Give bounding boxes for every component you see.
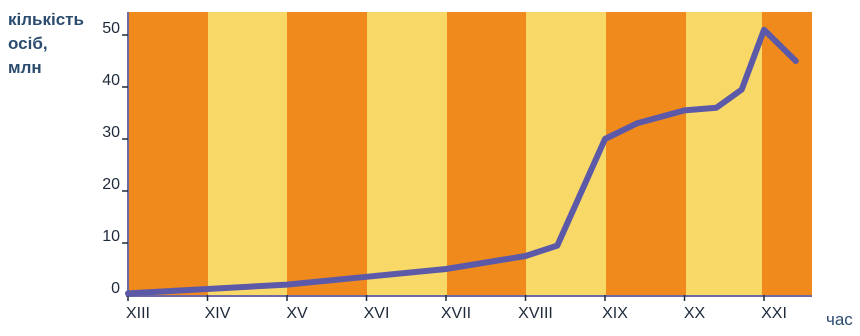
background-stripes <box>128 12 812 295</box>
stripe-4 <box>447 12 526 295</box>
y-tick-label-10: 10 <box>102 228 120 245</box>
x-tick-label-XX: XX <box>684 305 706 322</box>
axes <box>126 12 812 297</box>
x-axis-title: час <box>826 310 853 329</box>
stripe-8 <box>762 12 812 295</box>
x-ticks: XIII XIV XV XVI XVII XVIII XIX XX XXI <box>126 295 787 322</box>
y-tick-label-0: 0 <box>111 280 120 297</box>
x-tick-label-XV: XV <box>286 305 308 322</box>
stripe-0 <box>128 12 208 295</box>
x-tick-label-XIII: XIII <box>126 305 150 322</box>
y-tick-label-40: 40 <box>102 72 120 89</box>
x-tick-label-XVII: XVII <box>441 305 471 322</box>
series <box>125 26 799 297</box>
y-axis-title: кількість осіб, млн <box>8 10 84 77</box>
y-ticks: 0 10 20 30 40 50 <box>102 20 128 297</box>
stripe-7 <box>686 12 762 295</box>
y-tick-label-30: 30 <box>102 124 120 141</box>
stripe-5 <box>526 12 606 295</box>
y-tick-label-50: 50 <box>102 20 120 37</box>
x-tick-label-XIX: XIX <box>602 305 628 322</box>
x-tick-label-XVIII: XVIII <box>518 305 553 322</box>
stripe-1 <box>208 12 287 295</box>
y-tick-label-20: 20 <box>102 176 120 193</box>
x-tick-label-XXI: XXI <box>761 305 787 322</box>
stripe-2 <box>287 12 367 295</box>
stripe-3 <box>367 12 447 295</box>
x-tick-label-XIV: XIV <box>205 305 231 322</box>
stripe-6 <box>606 12 686 295</box>
x-tick-label-XVI: XVI <box>364 305 390 322</box>
